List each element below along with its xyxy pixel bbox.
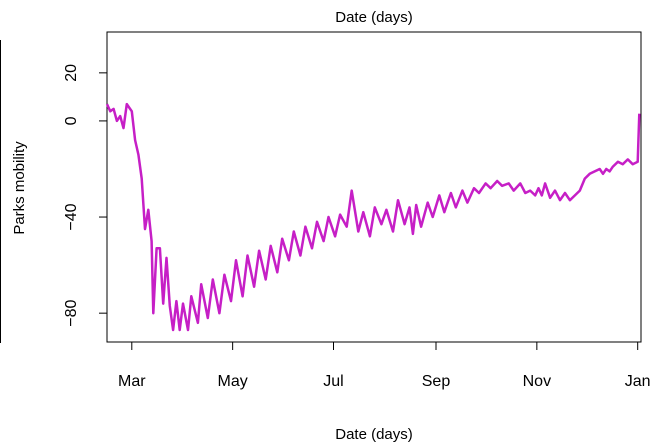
y-tick-label: −40 [63,203,80,230]
y-tick-label: 0 [63,116,80,125]
x-axis: Mar May Jul Sep Nov Jan [118,341,651,390]
y-axis-label: Parks mobility [11,141,28,235]
x-tick-label: Nov [523,373,551,390]
plot-frame [106,31,642,343]
series-line-parks-mobility [105,102,641,332]
x-tick-label: Jan [625,373,651,390]
chart-title: Date (days) [335,9,413,26]
x-axis-label: Date (days) [335,426,413,443]
y-tick-label: 20 [63,64,80,82]
x-tick-label: Mar [118,373,146,390]
x-tick-label: Sep [422,373,451,390]
y-tick-label: −80 [63,299,80,326]
x-tick-label: May [218,373,248,390]
x-tick-label: Jul [323,373,343,390]
y-axis: −80 −40 0 20 [63,64,108,327]
